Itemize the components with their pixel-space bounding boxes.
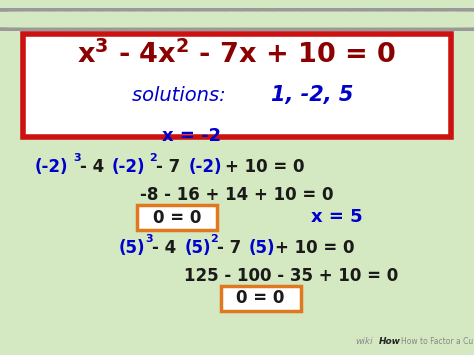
Text: x = -2: x = -2 (162, 127, 221, 145)
Circle shape (326, 9, 474, 30)
Text: - 7: - 7 (156, 158, 180, 176)
Circle shape (0, 9, 172, 30)
Text: 1, -2, 5: 1, -2, 5 (271, 85, 353, 105)
Text: (5): (5) (185, 239, 211, 257)
Circle shape (107, 9, 391, 30)
Circle shape (247, 9, 474, 30)
Circle shape (13, 12, 203, 27)
Circle shape (169, 9, 454, 30)
Circle shape (28, 9, 313, 30)
Circle shape (0, 12, 125, 27)
Circle shape (185, 12, 375, 27)
Circle shape (0, 9, 266, 30)
Text: x$^{\bf{3}}$ - 4x$^{\bf{2}}$ - 7x + 10 = 0: x$^{\bf{3}}$ - 4x$^{\bf{2}}$ - 7x + 10 =… (77, 40, 397, 69)
Circle shape (0, 9, 156, 30)
Text: (5): (5) (118, 239, 145, 257)
Circle shape (123, 12, 312, 27)
Circle shape (263, 9, 474, 30)
Circle shape (0, 12, 156, 27)
Circle shape (91, 12, 281, 27)
Circle shape (44, 9, 328, 30)
Circle shape (13, 9, 297, 30)
Circle shape (107, 12, 297, 27)
Circle shape (295, 12, 474, 27)
Text: 125 - 100 - 35 + 10 = 0: 125 - 100 - 35 + 10 = 0 (184, 267, 399, 285)
Circle shape (0, 9, 219, 30)
Circle shape (76, 12, 265, 27)
FancyBboxPatch shape (137, 206, 217, 230)
Circle shape (217, 12, 406, 27)
Circle shape (201, 9, 474, 30)
Text: How: How (379, 337, 401, 346)
Circle shape (232, 9, 474, 30)
Text: 0 = 0: 0 = 0 (237, 289, 285, 307)
Circle shape (0, 12, 187, 27)
Text: x = 5: x = 5 (311, 208, 363, 226)
Circle shape (294, 9, 474, 30)
Text: -8 - 16 + 14 + 10 = 0: -8 - 16 + 14 + 10 = 0 (140, 186, 334, 204)
FancyBboxPatch shape (23, 34, 451, 137)
Circle shape (45, 12, 234, 27)
Text: 2: 2 (149, 153, 157, 163)
Circle shape (60, 12, 250, 27)
Text: (-2): (-2) (188, 158, 222, 176)
Circle shape (326, 12, 474, 27)
Circle shape (91, 9, 375, 30)
Circle shape (0, 9, 235, 30)
Text: (5): (5) (249, 239, 275, 257)
Circle shape (170, 12, 359, 27)
Text: solutions:: solutions: (132, 86, 232, 105)
Text: (-2): (-2) (35, 158, 68, 176)
Text: How to Factor a Cubic Polynomial: How to Factor a Cubic Polynomial (401, 337, 474, 346)
Text: (-2): (-2) (112, 158, 146, 176)
Circle shape (0, 12, 140, 27)
Circle shape (0, 12, 172, 27)
Circle shape (0, 9, 282, 30)
Circle shape (154, 9, 438, 30)
Circle shape (357, 12, 474, 27)
Text: + 10 = 0: + 10 = 0 (225, 158, 304, 176)
Circle shape (29, 12, 219, 27)
Circle shape (0, 9, 188, 30)
Circle shape (0, 9, 250, 30)
Circle shape (60, 9, 344, 30)
Text: 3: 3 (145, 234, 153, 244)
Circle shape (75, 9, 360, 30)
Circle shape (310, 9, 474, 30)
Circle shape (216, 9, 474, 30)
Text: 0 = 0: 0 = 0 (153, 209, 201, 227)
Circle shape (154, 12, 344, 27)
Text: - 4: - 4 (80, 158, 104, 176)
Circle shape (232, 12, 422, 27)
Circle shape (279, 9, 474, 30)
FancyBboxPatch shape (221, 286, 301, 311)
Circle shape (310, 12, 474, 27)
Circle shape (138, 12, 328, 27)
Text: 2: 2 (210, 234, 218, 244)
Circle shape (122, 9, 407, 30)
Text: - 7: - 7 (217, 239, 241, 257)
Circle shape (342, 12, 474, 27)
Text: + 10 = 0: + 10 = 0 (275, 239, 354, 257)
Circle shape (248, 12, 438, 27)
Circle shape (201, 12, 391, 27)
Text: wiki: wiki (356, 337, 373, 346)
Text: - 4: - 4 (152, 239, 177, 257)
Circle shape (279, 12, 469, 27)
Circle shape (0, 12, 109, 27)
Circle shape (373, 12, 474, 27)
Circle shape (185, 9, 469, 30)
Circle shape (138, 9, 422, 30)
Circle shape (0, 9, 203, 30)
Text: 3: 3 (73, 153, 81, 163)
Circle shape (264, 12, 453, 27)
